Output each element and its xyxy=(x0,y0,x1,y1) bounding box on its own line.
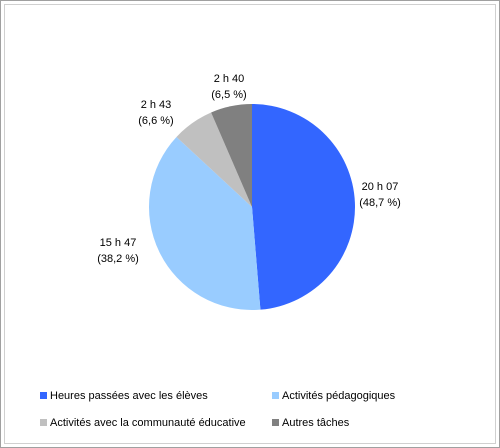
time-label: 2 h 43 xyxy=(141,99,172,111)
legend-marker xyxy=(272,419,279,426)
legend-label: Activités pédagogiques xyxy=(282,390,396,402)
legend-label: Heures passées avec les élèves xyxy=(50,390,208,402)
value-label: (6,6 %) xyxy=(138,115,173,127)
plot-frame xyxy=(4,4,496,444)
time-label: 2 h 40 xyxy=(214,73,245,85)
legend-marker xyxy=(40,392,47,399)
pie-slice xyxy=(252,104,355,310)
pie-slice xyxy=(176,112,252,207)
value-label: (38,2 %) xyxy=(97,253,139,265)
value-label: (6,5 %) xyxy=(211,89,246,101)
pie-slice xyxy=(149,136,261,310)
pie-slice xyxy=(211,104,252,207)
time-label: 20 h 07 xyxy=(362,181,399,193)
value-label: (48,7 %) xyxy=(359,197,401,209)
legend-label: Autres tâches xyxy=(282,417,350,429)
time-label: 15 h 47 xyxy=(100,237,137,249)
legend-marker xyxy=(40,419,47,426)
legend-label: Activités avec la communauté éducative xyxy=(50,417,246,429)
legend-marker xyxy=(272,392,279,399)
